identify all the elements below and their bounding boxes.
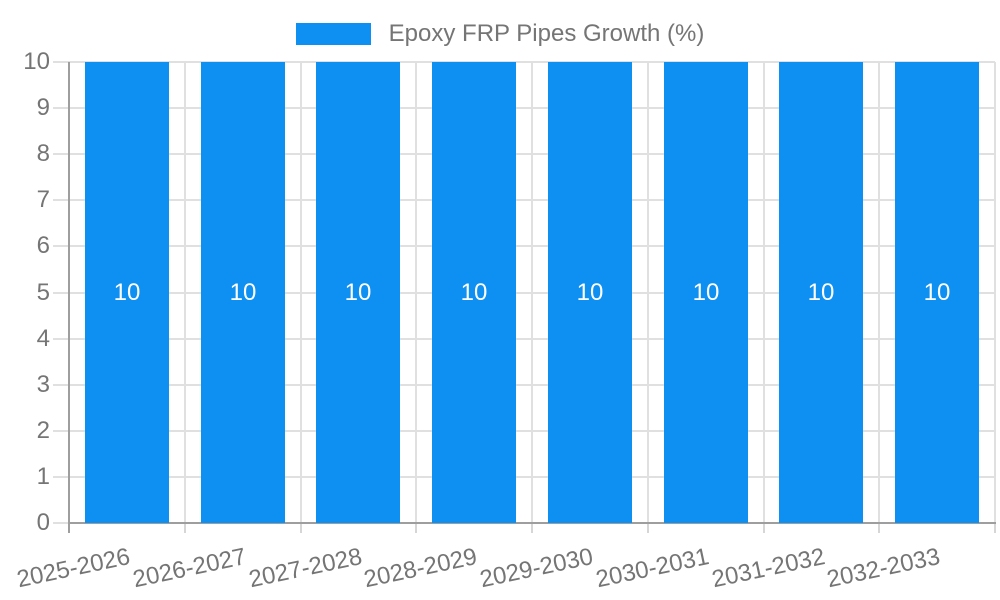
bar-value-label: 10 [113,278,141,306]
bar-value-label: 10 [807,278,835,306]
bar-value-label: 10 [460,278,488,306]
y-axis-tick [53,153,69,156]
y-tick-label: 4 [36,324,50,352]
vertical-gridline [299,62,302,523]
bar-2029-2030[interactable]: 10 [548,62,632,523]
bar-2031-2032[interactable]: 10 [779,62,863,523]
legend-label: Epoxy FRP Pipes Growth (%) [388,20,705,47]
x-tick-label: 2026-2027 [130,543,249,594]
y-tick-label: 10 [23,48,50,75]
bar-2026-2027[interactable]: 10 [201,62,285,523]
y-axis-tick [53,429,69,432]
x-axis-tick [183,523,186,533]
x-tick-label: 2028-2029 [361,543,480,594]
bar-2032-2033[interactable]: 10 [895,62,979,523]
bar-value-label: 10 [692,278,720,306]
x-axis-tick [415,523,418,533]
x-tick-label: 2031-2032 [709,543,827,594]
bar-2027-2028[interactable]: 10 [316,62,400,523]
legend[interactable]: Epoxy FRP Pipes Growth (%) [0,20,1000,48]
x-tick-label: 2025-2026 [14,543,133,594]
y-tick-label: 5 [36,278,50,306]
vertical-gridline [878,62,881,523]
y-axis-tick [53,291,69,294]
vertical-gridline [762,62,765,523]
vertical-gridline [646,62,649,523]
y-axis-tick [53,475,69,478]
y-axis-tick [53,337,69,340]
x-axis-tick [878,523,881,533]
y-axis-line [68,62,70,533]
bar-value-label: 10 [344,278,372,306]
x-axis-tick [646,523,649,533]
vertical-gridline [183,62,186,523]
bar-2030-2031[interactable]: 10 [664,62,748,523]
y-axis-tick [53,522,69,524]
y-tick-label: 6 [36,232,50,260]
x-tick-label: 2032-2033 [824,543,943,594]
vertical-gridline [994,62,996,523]
x-tick-label: 2030-2031 [593,543,712,594]
bar-value-label: 10 [229,278,257,306]
x-tick-label: 2029-2030 [477,543,596,594]
y-axis-tick [53,245,69,248]
bar-2028-2029[interactable]: 10 [432,62,516,523]
legend-swatch-icon [295,23,371,45]
y-tick-label: 2 [36,416,50,444]
x-axis-tick [299,523,302,533]
bar-value-label: 10 [923,278,951,306]
vertical-gridline [531,62,533,523]
y-tick-label: 3 [36,370,50,398]
y-tick-label: 1 [36,462,50,490]
x-tick-label: 2027-2028 [246,543,364,594]
x-axis-tick [531,523,533,533]
y-tick-label: 8 [36,140,50,168]
x-axis-line [68,522,996,524]
y-tick-label: 9 [36,94,50,122]
y-axis-tick [53,61,69,63]
y-tick-label: 0 [36,509,50,536]
x-axis-tick [994,523,996,533]
y-axis-tick [53,383,69,386]
y-axis-tick [53,199,69,202]
vertical-gridline [415,62,418,523]
y-tick-label: 7 [36,186,50,214]
x-axis-tick [762,523,765,533]
bar-value-label: 10 [576,278,604,306]
y-axis-tick [53,107,69,110]
bar-2025-2026[interactable]: 10 [85,62,169,523]
